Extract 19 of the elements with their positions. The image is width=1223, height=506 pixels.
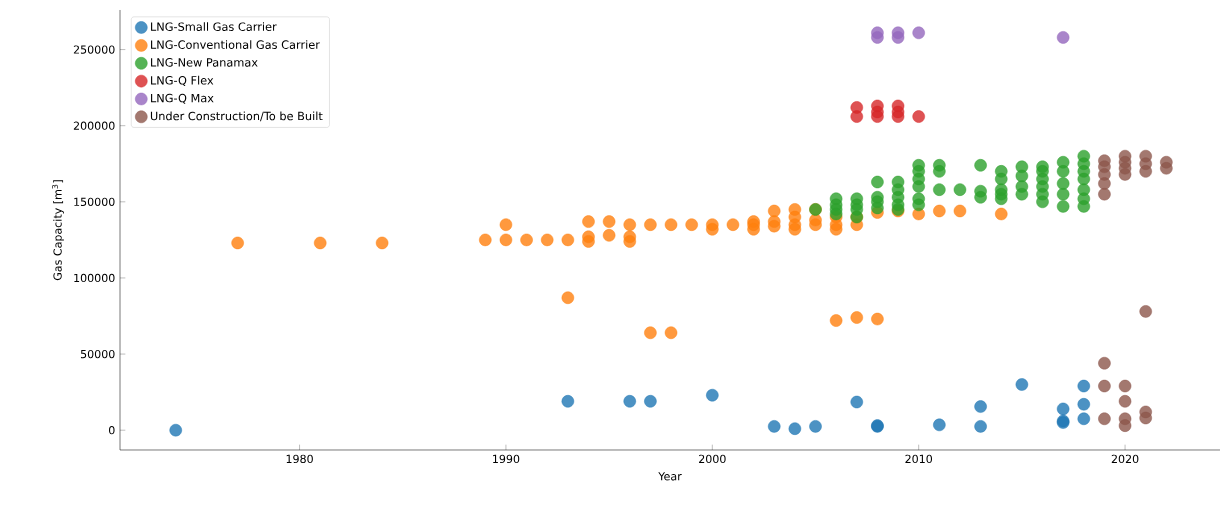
legend-label: LNG-Q Max (151, 93, 214, 104)
x-tick-label: 2020 (1111, 454, 1139, 464)
x-tick-label: 2010 (905, 454, 933, 464)
y-tick-label: 150000 (74, 197, 115, 206)
x-tick-label: 2000 (699, 454, 726, 464)
x-axis-title: Year (658, 472, 682, 481)
x-tick-label: 1980 (286, 454, 313, 464)
y-tick-label: 200000 (73, 121, 115, 130)
x-tick-label: 1990 (493, 454, 520, 464)
y-axis-title: Gas Capacity [m$^{3}$] (52, 180, 64, 281)
y-tick-label: 0 (109, 426, 115, 435)
legend-label: Under Construction/To be Built (150, 111, 323, 122)
legend-label: LNG-Q Flex (151, 75, 214, 86)
legend-label: LNG-Conventional Gas Carrier (151, 40, 320, 49)
y-tick-label: 100000 (74, 273, 115, 283)
y-tick-label: 250000 (73, 45, 115, 54)
legend-label: LNG-New Panamax (151, 58, 258, 67)
legend-label: LNG-Small Gas Carrier (151, 22, 277, 31)
y-tick-label: 50000 (80, 349, 115, 359)
